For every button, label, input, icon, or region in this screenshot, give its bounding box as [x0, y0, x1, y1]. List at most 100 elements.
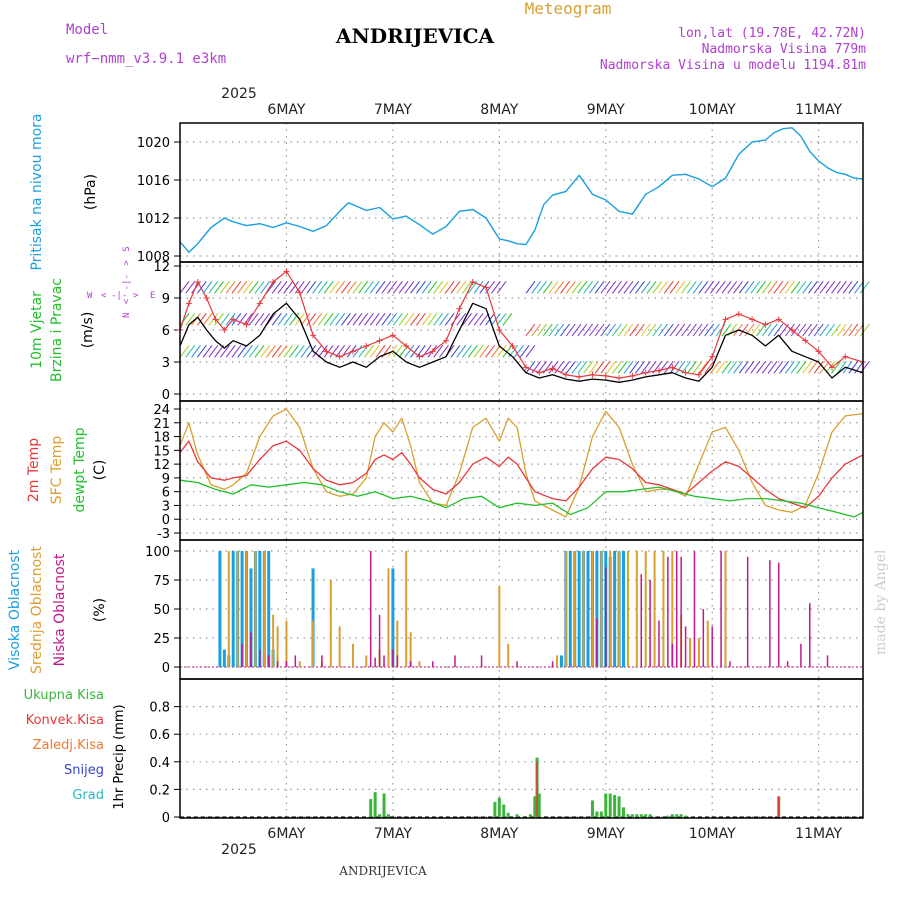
cloud-bar [622, 551, 626, 667]
cloud-bar [697, 638, 700, 667]
wind-direction-arrow [565, 361, 576, 374]
precip-total-bar [639, 814, 643, 817]
cloud-bar [595, 551, 599, 667]
cloud-bar [706, 620, 709, 667]
wind-direction-arrow [738, 323, 749, 337]
wind-direction-arrow [744, 323, 755, 337]
wind-gust-marker [828, 364, 835, 371]
dewpt-label: dewpt Temp [72, 427, 88, 512]
wind-gust-marker [403, 343, 410, 349]
wind-direction-arrow [744, 281, 755, 294]
compass-west: W [87, 291, 93, 301]
cloud-bar [559, 655, 563, 667]
wind-gust-marker [509, 343, 516, 349]
bottom-day-labels: 6MAY 7MAY 8MAY 9MAY 10MAY 11MAY [267, 826, 842, 842]
cloud-bar [285, 620, 288, 667]
wind-speed-line [179, 302, 864, 383]
cloud-bar [613, 551, 617, 667]
y-tick-label: 0 [162, 661, 170, 676]
cloud-bar [222, 649, 226, 667]
wind-direction-arrow [179, 281, 190, 294]
top-day-label: 10MAY [689, 102, 736, 118]
wind-direction-arrow [415, 281, 426, 294]
precip-total-bar [382, 793, 386, 817]
wind-direction-arrow [554, 281, 565, 294]
wind-direction-arrow [202, 345, 213, 358]
wind-direction-arrow [692, 281, 703, 294]
precip-total-label: Ukupna Kisa [24, 688, 104, 703]
wind-direction-arrow [571, 361, 582, 374]
precip-total-bar [613, 794, 617, 817]
wind-direction-arrow [790, 281, 801, 294]
wind-direction-arrow [254, 281, 265, 294]
wind-direction-arrow [819, 323, 830, 337]
wind-direction-arrow [358, 281, 369, 294]
precip-grid [180, 679, 863, 818]
cloud-bar [374, 657, 376, 667]
wind-direction-arrow [848, 323, 859, 337]
wind-direction-arrow [594, 281, 605, 294]
wind-direction-arrow [346, 281, 357, 294]
precip-total-bar [595, 811, 599, 817]
model-name: wrf−nmm_v3.9.1 e3km [66, 51, 226, 67]
wind-direction-arrow [375, 313, 386, 326]
wind-gust-marker [802, 337, 809, 344]
wind-direction-arrow [283, 281, 294, 294]
wind-direction-arrow [427, 313, 438, 326]
top-day-label: 8MAY [480, 102, 518, 118]
top-year-label: 2025 [221, 86, 257, 102]
wind-gust-marker [602, 372, 609, 379]
y-tick-label: 0.6 [149, 728, 170, 743]
cloud-bar [689, 638, 692, 667]
compass-south: S [122, 246, 132, 251]
cloud-bar [671, 551, 674, 667]
wind-direction-arrow [698, 361, 709, 374]
cloud-bar [644, 551, 647, 667]
wind-direction-arrow [738, 281, 749, 294]
wind-direction-arrow [364, 281, 374, 294]
wind-direction-arrow [750, 281, 761, 294]
wind-direction-arrow [761, 361, 772, 374]
precip-ticks: 0 0.2 0.4 0.6 0.8 [149, 701, 180, 826]
wind-direction-arrow [387, 281, 397, 294]
pressure-label: Pritisak na nivou mora [29, 113, 45, 270]
cloud-bar [418, 661, 421, 667]
wind-direction-arrow [831, 361, 841, 374]
cloud-bar [276, 661, 279, 667]
wind-direction-arrow [784, 281, 795, 294]
wind-direction-arrow [583, 323, 593, 337]
wind-direction-arrow [248, 281, 259, 294]
frame-pressure [179, 122, 864, 263]
wind-direction-arrow [560, 281, 570, 294]
wind-gust-marker [682, 369, 689, 376]
wind-direction-arrow [537, 281, 547, 294]
wind-gust-marker [389, 332, 396, 339]
wind-direction-arrow [381, 313, 392, 326]
temp2m-label: 2m Temp [26, 438, 42, 502]
temperature-series [179, 408, 864, 518]
wind-gust-marker [695, 371, 702, 378]
wind-direction-arrow [646, 323, 657, 337]
wind-direction-arrow [421, 281, 432, 294]
cloud-bar [245, 551, 248, 667]
precip-total-bar [599, 811, 603, 817]
wind-direction-arrow [502, 313, 513, 326]
wind-direction-arrow [381, 281, 392, 294]
wind-gust-marker [203, 295, 210, 301]
precip-hail-label: Grad [72, 788, 104, 803]
y-tick-label: 21 [153, 417, 170, 432]
model-label: Model [66, 22, 108, 38]
wind-gust-marker [283, 268, 290, 275]
cloud-bar [618, 551, 621, 667]
wind-direction-arrow [306, 345, 317, 358]
wind-direction-arrow [329, 313, 340, 326]
wind-direction-arrow [756, 281, 766, 294]
precip-total-bar [537, 793, 541, 817]
precip-unit: 1hr Precip (mm) [112, 704, 127, 809]
wind-direction-arrow [831, 281, 841, 294]
wind-direction-arrow [681, 323, 692, 337]
wind-direction-arrow [560, 361, 570, 374]
precip-conv-label: Konvek.Kisa [26, 713, 104, 728]
cloud-bar [809, 603, 811, 667]
y-tick-label: 6 [162, 486, 170, 501]
